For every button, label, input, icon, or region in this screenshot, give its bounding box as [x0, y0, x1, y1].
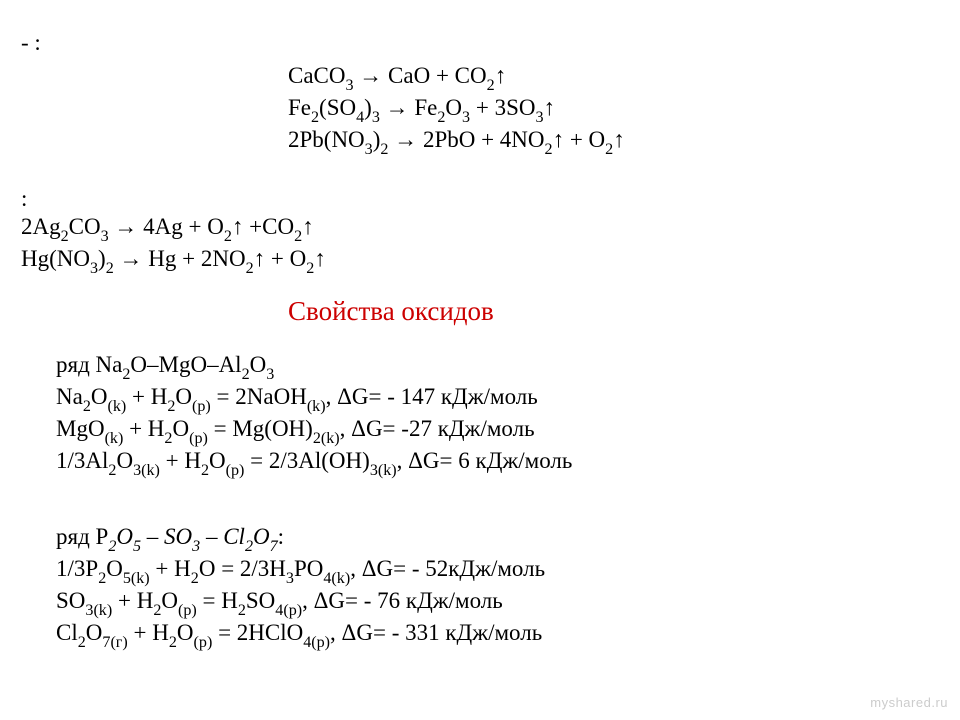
eq-3: 2Pb(NO3)2 → 2PbO + 4NO2↑ + O2↑ — [288, 126, 625, 158]
eq-2: Fe2(SO4)3 → Fe2O3 + 3SO3↑ — [288, 94, 555, 126]
eq-1: CaCO3 → CaO + CO2↑ — [288, 62, 506, 94]
row-2: ряд P2O5 – SO3 – Cl2O7: — [56, 524, 284, 555]
eq-B: MgO(k) + H2O(р) = Mg(OH)2(k), ΔG= -27 кД… — [56, 416, 535, 447]
section-title: Свойства оксидов — [288, 296, 494, 327]
eq-4: 2Ag2CO3 → 4Ag + O2↑ +CO2↑ — [21, 213, 314, 245]
eq-D: 1/3P2O5(k) + H2O = 2/3H3PO4(k), ΔG= - 52… — [56, 556, 545, 587]
intro-2: : — [21, 186, 27, 212]
footer-watermark: myshared.ru — [870, 695, 948, 710]
intro-1: - : — [21, 30, 41, 56]
eq-E: SO3(k) + H2O(р) = H2SO4(р), ΔG= - 76 кДж… — [56, 588, 503, 619]
eq-C: 1/3Al2O3(k) + H2O(р) = 2/3Al(OH)3(k), ΔG… — [56, 448, 572, 479]
row-1: ряд Na2O–MgO–Al2O3 — [56, 352, 274, 383]
eq-5: Hg(NO3)2 → Hg + 2NO2↑ + O2↑ — [21, 245, 326, 277]
eq-A: Na2O(k) + H2O(р) = 2NaOH(k), ΔG= - 147 к… — [56, 384, 538, 415]
eq-F: Cl2O7(г) + H2O(р) = 2HClO4(р), ΔG= - 331… — [56, 620, 542, 651]
